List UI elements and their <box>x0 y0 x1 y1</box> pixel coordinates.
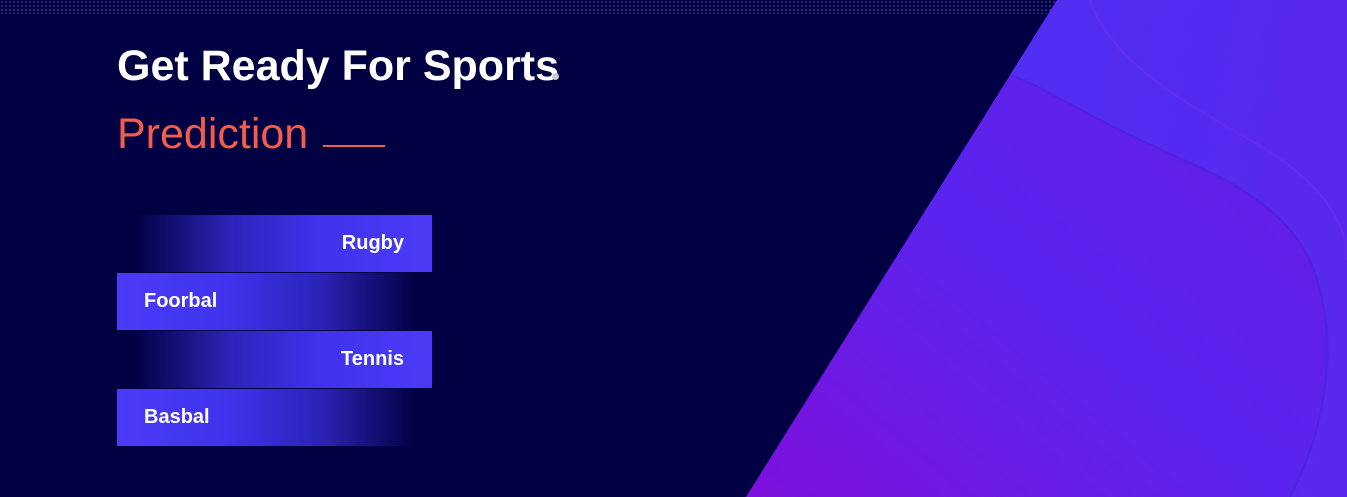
title-dot-decoration <box>552 73 559 80</box>
page-title: Get Ready For Sports <box>117 42 560 90</box>
wave-edge-outer <box>1089 0 1347 261</box>
sport-item-label: Basbal <box>144 406 210 428</box>
subtitle-underline <box>323 145 386 147</box>
sport-item-label: Tennis <box>341 348 404 370</box>
sport-item-tennis[interactable]: Tennis <box>117 331 432 388</box>
sport-item-basbal[interactable]: Basbal <box>117 389 432 446</box>
subtitle-row: Prediction <box>117 108 386 160</box>
sport-item-foorbal[interactable]: Foorbal <box>117 273 432 330</box>
dot-pattern-strip <box>0 0 1347 14</box>
page-subtitle: Prediction <box>117 110 309 158</box>
sport-list: Rugby Foorbal Tennis Basbal <box>117 215 432 447</box>
sport-item-label: Rugby <box>341 232 404 254</box>
sport-item-label: Foorbal <box>144 290 218 312</box>
wave-shape <box>1010 0 1347 497</box>
wave-edge <box>1009 74 1329 497</box>
sport-item-rugby[interactable]: Rugby <box>117 215 432 272</box>
